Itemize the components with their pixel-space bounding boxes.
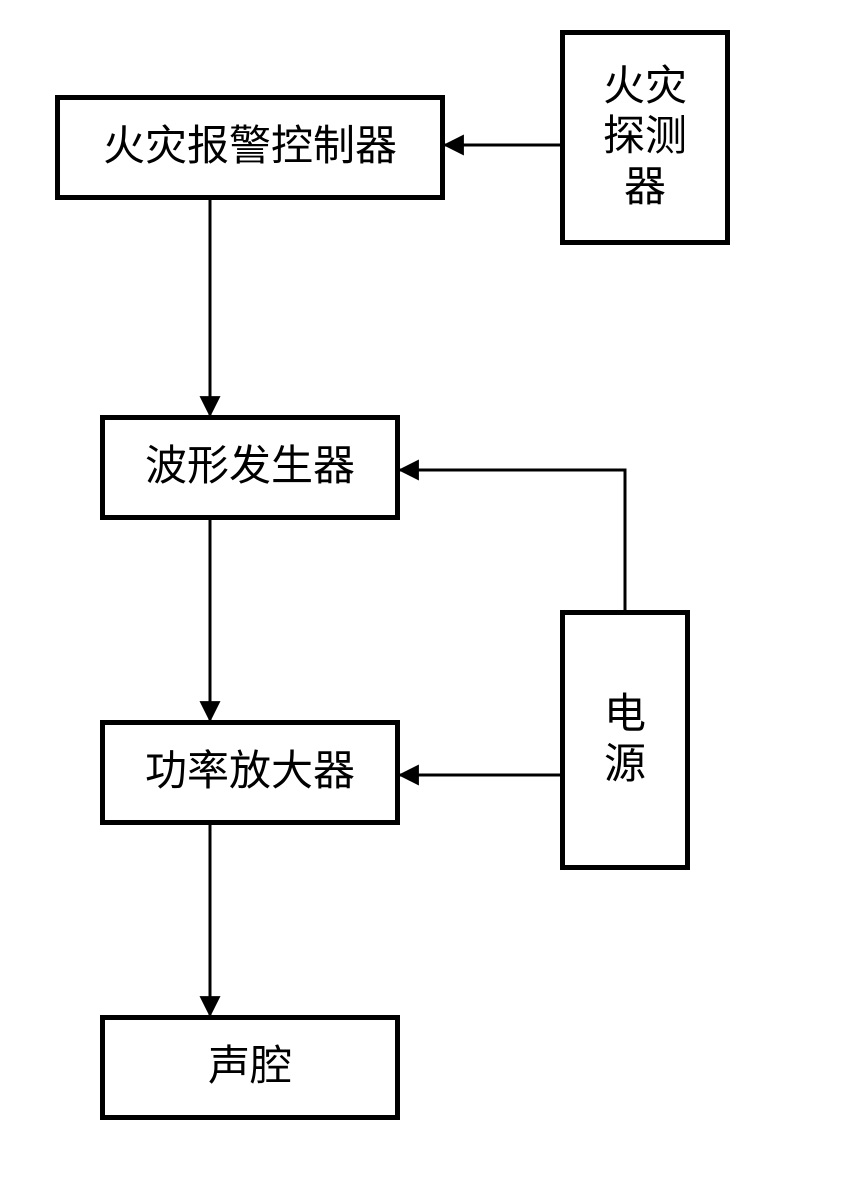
node-sound-cavity-label: 声腔 — [208, 1042, 292, 1092]
edge-power_supply-to-waveform_generator — [400, 470, 625, 610]
node-fire-detector: 火灾 探测 器 — [560, 30, 730, 245]
node-fire-detector-label: 火灾 探测 器 — [603, 62, 687, 213]
node-alarm-controller: 火灾报警控制器 — [55, 95, 445, 200]
node-power-amplifier: 功率放大器 — [100, 720, 400, 825]
node-waveform-generator: 波形发生器 — [100, 415, 400, 520]
node-power-supply-label: 电 源 — [604, 690, 646, 791]
node-alarm-controller-label: 火灾报警控制器 — [103, 122, 397, 172]
node-sound-cavity: 声腔 — [100, 1015, 400, 1120]
node-power-amplifier-label: 功率放大器 — [145, 747, 355, 797]
node-waveform-generator-label: 波形发生器 — [145, 442, 355, 492]
node-power-supply: 电 源 — [560, 610, 690, 870]
